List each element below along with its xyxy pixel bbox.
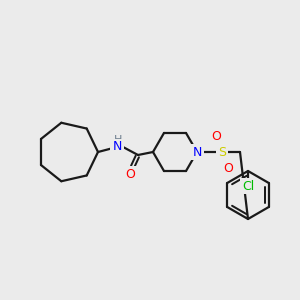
- Text: N: N: [192, 146, 202, 158]
- Text: O: O: [211, 130, 221, 143]
- Text: O: O: [223, 161, 233, 175]
- Text: S: S: [218, 146, 226, 158]
- Text: N: N: [112, 140, 122, 154]
- Text: H: H: [114, 135, 122, 145]
- Text: O: O: [125, 167, 135, 181]
- Text: Cl: Cl: [242, 179, 254, 193]
